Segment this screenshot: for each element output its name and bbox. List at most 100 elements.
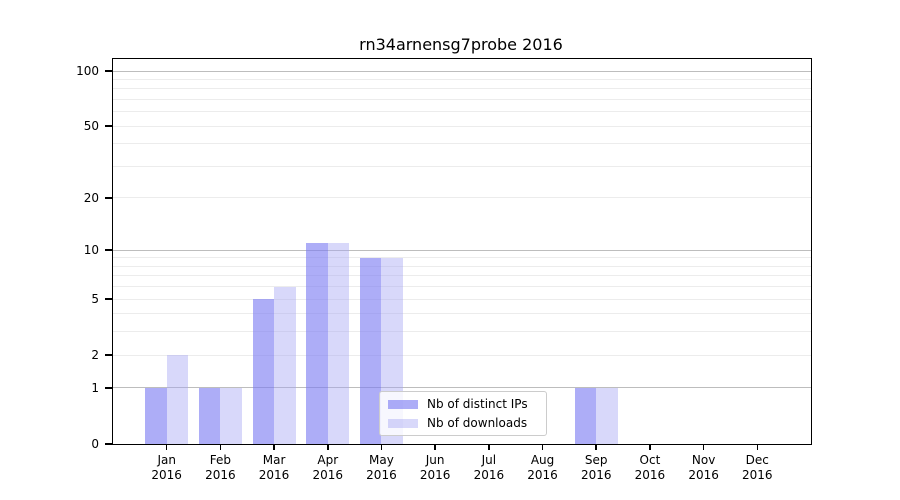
gridline [113,275,811,277]
gridline [113,298,811,300]
x-tick-mark [649,444,651,450]
x-tick-label-aug: Aug 2016 [513,453,573,483]
y-tick-label: 0 [91,437,99,451]
x-tick-mark [434,444,436,450]
y-tick-mark [104,125,112,127]
x-tick-mark [488,444,490,450]
gridline [113,387,811,389]
gridline [113,70,811,72]
x-tick-mark [380,444,383,450]
x-tick-label-feb: Feb 2016 [190,453,250,483]
x-tick-year: 2016 [151,468,182,482]
x-tick-label-mar: Mar 2016 [244,453,304,483]
gridline [113,98,811,100]
gridline [113,88,811,90]
gridline [113,111,811,113]
bar-mar-distinct-ips [252,299,275,444]
x-tick-label-oct: Oct 2016 [620,453,680,483]
bar-jan-distinct-ips [145,387,167,444]
y-tick-label: 1 [91,380,99,395]
x-tick-month: May [369,453,394,467]
y-tick-mark [104,443,112,445]
x-tick-label-dec: Dec 2016 [727,453,787,483]
x-tick-year: 2016 [312,468,344,482]
gridline [113,197,811,199]
chart-title: rn34arnensg7probe 2016 [359,35,563,54]
x-tick-mark [219,444,222,450]
bar-feb-distinct-ips [198,387,221,444]
x-tick-year: 2016 [580,468,612,482]
y-tick-label: 50 [83,119,99,134]
x-tick-month: Dec [745,453,769,467]
bar-sep-distinct-ips [574,387,597,444]
x-tick-year: 2016 [473,468,505,482]
bar-sep-downloads [596,387,618,444]
bar-jan-downloads [166,355,189,444]
gridline [113,143,811,145]
legend-label: Nb of downloads [427,416,528,430]
gridline [113,313,811,315]
x-tick-label-jul: Jul 2016 [459,453,519,483]
y-tick-mark [104,197,112,199]
y-tick-label: 20 [83,190,99,205]
x-tick-mark [273,444,275,450]
legend-label: Nb of distinct IPs [427,397,528,411]
bar-apr-downloads [327,243,350,444]
bar-apr-distinct-ips [306,243,328,444]
gridline [113,354,811,356]
x-tick-month: Jan [157,453,176,467]
y-tick-label: 100 [76,64,99,78]
x-tick-mark [541,444,544,450]
legend-swatch-downloads [388,418,418,428]
y-tick-mark [104,354,112,356]
x-tick-year: 2016 [634,468,666,482]
x-tick-year: 2016 [258,468,290,482]
gridline [113,257,811,259]
x-tick-month: Jul [481,453,497,467]
gridline [113,331,811,333]
x-tick-label-jun: Jun 2016 [405,453,465,483]
x-tick-month: Jun [425,453,445,467]
x-tick-year: 2016 [205,468,236,482]
x-tick-month: Apr [317,453,339,467]
plot-area: 0 1 2 5 10 20 50 100 Jan 2016 Feb 2016 Mar 2016 Apr 20… [76,58,812,482]
y-tick-mark [104,249,112,251]
y-tick-mark [104,298,112,300]
x-tick-year: 2016 [366,468,397,482]
gridline [113,265,811,267]
x-tick-label-sep: Sep 2016 [566,453,626,483]
x-tick-month: Nov [691,453,716,467]
gridline [113,125,811,127]
gridline [113,78,811,80]
x-tick-year: 2016 [742,468,773,482]
gridline [113,286,811,288]
x-tick-year: 2016 [527,468,558,482]
x-tick-month: Oct [639,453,661,467]
bar-feb-downloads [220,387,242,444]
y-tick-mark [104,387,112,389]
x-tick-mark [165,444,168,450]
x-tick-month: Feb [209,453,231,467]
gridline [113,165,811,167]
x-tick-mark [595,444,597,450]
y-tick-label: 5 [91,292,99,307]
x-tick-label-apr: Apr 2016 [298,453,358,483]
legend: Nb of distinct IPs Nb of downloads [379,391,547,436]
x-tick-month: Sep [584,453,608,467]
x-tick-month: Mar [262,453,286,467]
legend-item-downloads: Nb of downloads [388,416,546,430]
x-tick-label-nov: Nov 2016 [674,453,734,483]
x-tick-label-jan: Jan 2016 [137,453,197,483]
x-tick-month: Aug [530,453,555,467]
x-tick-mark [756,444,759,450]
bar-mar-downloads [274,286,296,444]
x-tick-year: 2016 [688,468,719,482]
bar-may-distinct-ips [359,257,382,444]
x-tick-year: 2016 [419,468,451,482]
x-tick-mark [702,444,705,450]
legend-swatch-distinct-ips [388,399,418,409]
legend-item-distinct-ips: Nb of distinct IPs [388,397,546,411]
y-tick-mark [104,70,112,72]
gridline [113,249,811,251]
